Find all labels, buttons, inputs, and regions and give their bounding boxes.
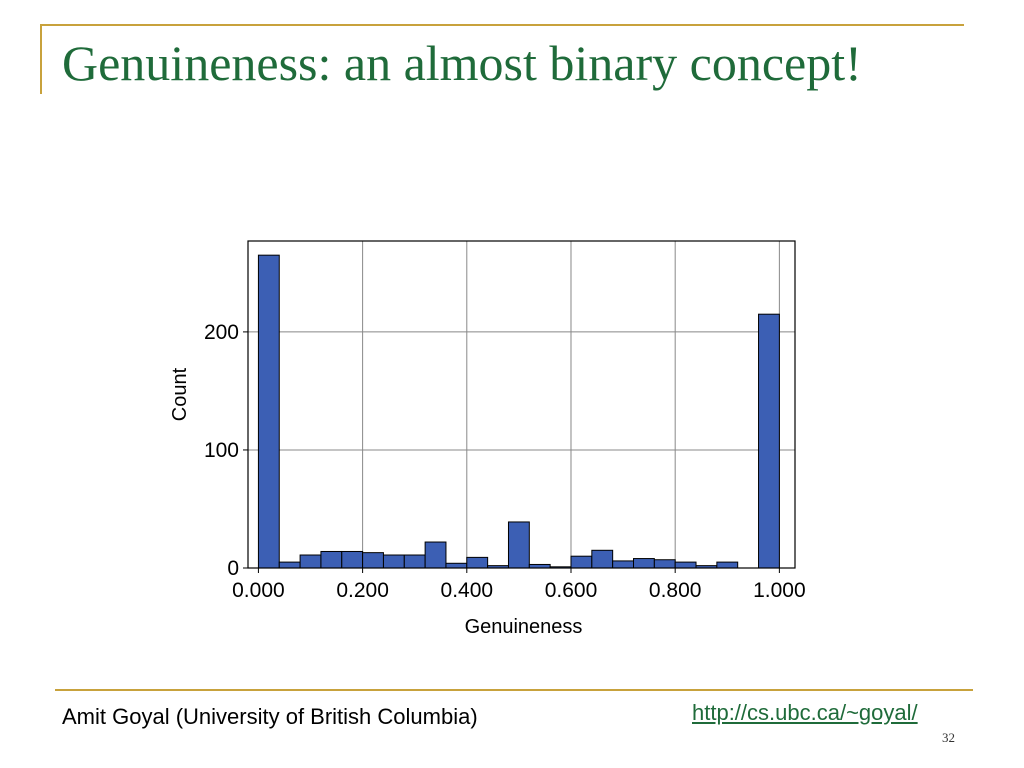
genuineness-histogram: 0.000 0.200 0.400 0.600 0.800 1.000 0 100 200 Gen… <box>169 240 806 638</box>
x-tick-label: 0.200 <box>336 579 389 602</box>
histogram-bar <box>612 560 635 569</box>
histogram-bar <box>403 554 426 569</box>
slide-title: Genuineness: an almost binary concept! <box>62 35 862 91</box>
title-frame-left-rule <box>40 24 42 94</box>
histogram-bar <box>445 562 468 569</box>
histogram-bar <box>299 554 322 569</box>
y-axis-title: Count <box>169 367 191 421</box>
x-tick-label: 0.800 <box>649 579 702 602</box>
footer-rule <box>55 689 973 691</box>
histogram-bar <box>716 561 739 569</box>
y-tick-label: 100 <box>204 439 239 462</box>
histogram-bar <box>257 254 280 569</box>
page-number: 32 <box>942 730 955 745</box>
footer-author: Amit Goyal (University of British Columb… <box>62 704 478 729</box>
plot-area <box>248 241 795 568</box>
x-tick-label: 0.000 <box>232 579 285 602</box>
y-tick-label: 200 <box>204 321 239 344</box>
footer-link[interactable]: http://cs.ubc.ca/~goyal/ <box>692 700 918 725</box>
histogram-bar <box>466 556 489 569</box>
histogram-bar <box>320 550 343 569</box>
title-frame-top-rule <box>40 24 964 26</box>
histogram-bar <box>674 561 697 569</box>
x-tick-label: 1.000 <box>753 579 806 602</box>
histogram-bar <box>633 558 655 569</box>
histogram-bar <box>653 559 676 569</box>
histogram-bar <box>382 554 405 569</box>
plot-border <box>247 240 796 569</box>
y-tick-label: 0 <box>227 557 239 580</box>
x-tick-label: 0.600 <box>545 579 598 602</box>
histogram-bar <box>424 541 447 569</box>
x-tick-label: 0.400 <box>441 579 494 602</box>
histogram-bar <box>507 521 530 569</box>
histogram-bar <box>341 550 364 569</box>
histogram-bar <box>362 552 384 569</box>
x-axis-title: Genuineness <box>465 616 583 638</box>
histogram-bar <box>591 549 614 569</box>
histogram-bar <box>758 313 780 569</box>
histogram-bar <box>570 555 593 569</box>
histogram-bar <box>278 561 301 569</box>
